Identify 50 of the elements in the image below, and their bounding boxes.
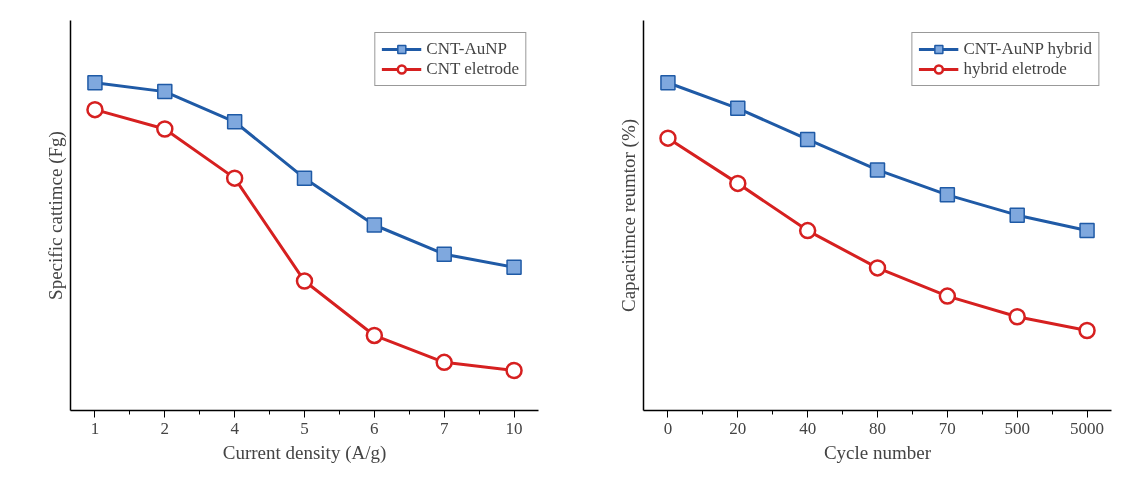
x-tick-label: 0 — [663, 418, 673, 438]
point — [156, 120, 174, 138]
x-tick-label: 10 — [505, 418, 523, 438]
point — [1009, 207, 1025, 223]
point — [1008, 308, 1026, 326]
point — [729, 174, 747, 193]
y-axis-title: Specific cattimce (Fg) — [44, 131, 67, 300]
point — [86, 100, 104, 119]
point — [226, 114, 243, 130]
point — [296, 170, 313, 186]
legend-label: CNT-AuNP — [426, 39, 507, 59]
point — [365, 326, 384, 345]
point — [157, 83, 173, 100]
x-tick-label: 7 — [439, 418, 449, 438]
point — [938, 287, 957, 305]
x-tick-label: 500 — [1004, 418, 1030, 438]
x-tick-label: 2 — [160, 418, 170, 438]
point — [939, 187, 956, 203]
point — [798, 221, 817, 240]
x-tick-label: 6 — [370, 418, 379, 438]
x-tick-label: 5 — [300, 418, 309, 438]
point — [730, 100, 746, 117]
x-axis-title: Cycle number — [823, 441, 932, 463]
point — [506, 259, 522, 276]
x-axis-title: Current density (A/g) — [222, 441, 387, 464]
x-tick-label: 5000 — [1070, 418, 1105, 438]
x-tick-label: 80 — [869, 418, 886, 438]
point — [435, 353, 453, 372]
x-tick-label: 4 — [230, 418, 240, 438]
point — [295, 272, 314, 290]
point — [225, 169, 244, 187]
point — [1078, 321, 1096, 340]
point — [1079, 222, 1095, 239]
point — [660, 75, 676, 91]
x-tick-label: 1 — [90, 418, 100, 438]
x-tick-label: 70 — [938, 418, 956, 438]
point — [366, 217, 383, 233]
point — [868, 259, 887, 277]
point — [436, 246, 452, 262]
point — [505, 361, 523, 380]
legend-label: CNT eletrode — [426, 59, 519, 79]
legend-label: hybrid eletrode — [963, 59, 1067, 79]
point — [799, 131, 816, 148]
legend-label: CNT-AuNP hybrid — [963, 39, 1092, 59]
point — [659, 129, 677, 147]
y-axis-title: Capacitimce reumtor (%) — [617, 118, 640, 313]
point — [869, 162, 886, 178]
x-tick-label: 20 — [729, 418, 747, 438]
x-tick-label: 40 — [799, 418, 817, 438]
point — [87, 75, 103, 91]
